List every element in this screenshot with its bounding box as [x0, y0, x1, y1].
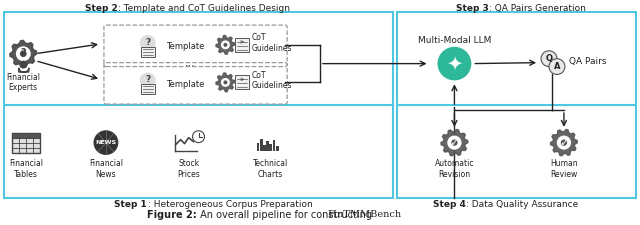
Text: : Data Quality Assurance: : Data Quality Assurance [467, 200, 579, 209]
Circle shape [140, 72, 156, 88]
Text: Financial
Tables: Financial Tables [10, 160, 44, 179]
Circle shape [438, 47, 471, 80]
Polygon shape [10, 40, 36, 67]
Text: A: A [554, 62, 560, 71]
Polygon shape [216, 36, 235, 54]
Text: Template: Template [166, 42, 204, 51]
Text: Figure 2:: Figure 2: [147, 210, 196, 220]
Text: Template: Template [166, 80, 204, 89]
Text: ?: ? [145, 38, 150, 47]
Bar [236, 38, 250, 52]
Polygon shape [216, 73, 235, 92]
Circle shape [557, 135, 571, 150]
Text: ...: ... [185, 58, 196, 68]
Circle shape [451, 140, 458, 146]
Circle shape [193, 131, 205, 143]
Text: NEWS: NEWS [95, 140, 116, 145]
Bar [260, 139, 262, 151]
Text: Step 1: Step 1 [115, 200, 147, 209]
Text: Step 2: Step 2 [84, 4, 117, 13]
Text: CoT
Guidelines: CoT Guidelines [252, 71, 292, 90]
Bar [273, 140, 275, 151]
Text: Technical
Charts: Technical Charts [253, 160, 288, 179]
Circle shape [561, 140, 567, 146]
Circle shape [140, 35, 156, 51]
Circle shape [20, 50, 27, 57]
Bar [276, 146, 278, 151]
Text: Stock
Prices: Stock Prices [177, 160, 200, 179]
Bar [236, 75, 250, 89]
Text: ?: ? [145, 75, 150, 84]
Text: : Template and CoT Guidelines Design: : Template and CoT Guidelines Design [118, 4, 290, 13]
Circle shape [16, 46, 31, 61]
Text: ?: ? [20, 48, 26, 58]
Text: CoT
Guidelines: CoT Guidelines [252, 33, 292, 53]
Text: : Heterogeneous Corpus Preparation: : Heterogeneous Corpus Preparation [148, 200, 312, 209]
Text: ✦: ✦ [446, 54, 463, 73]
Text: Financial
Experts: Financial Experts [6, 72, 40, 92]
Text: ✓: ✓ [559, 138, 568, 148]
Text: Financial
News: Financial News [89, 160, 123, 179]
Polygon shape [441, 129, 468, 156]
Circle shape [223, 80, 227, 84]
Text: Q: Q [545, 54, 552, 63]
Circle shape [221, 78, 230, 87]
Text: : QA Pairs Generation: : QA Pairs Generation [489, 4, 586, 13]
Text: An overall pipeline for constructing: An overall pipeline for constructing [196, 210, 374, 220]
Bar [266, 141, 269, 151]
Circle shape [94, 131, 118, 155]
Circle shape [549, 59, 565, 74]
Bar [257, 143, 259, 151]
Bar [141, 47, 155, 57]
Circle shape [221, 40, 230, 49]
Text: Multi-Modal LLM: Multi-Modal LLM [418, 36, 491, 45]
Polygon shape [550, 129, 577, 156]
Bar [12, 133, 40, 153]
Text: FinTMMBench: FinTMMBench [327, 210, 401, 219]
Text: Step 4: Step 4 [433, 200, 466, 209]
Bar [269, 144, 272, 151]
Bar [263, 145, 266, 151]
Text: Step 3: Step 3 [456, 4, 489, 13]
Circle shape [19, 61, 28, 69]
Circle shape [447, 135, 461, 150]
Text: ✓: ✓ [450, 138, 459, 148]
Text: QA Pairs: QA Pairs [569, 57, 607, 66]
Text: Human
Review: Human Review [550, 160, 578, 179]
Text: Automatic
Revision: Automatic Revision [435, 160, 474, 179]
Circle shape [223, 43, 227, 47]
Bar [141, 84, 155, 94]
Bar [12, 133, 40, 138]
Circle shape [541, 51, 557, 67]
